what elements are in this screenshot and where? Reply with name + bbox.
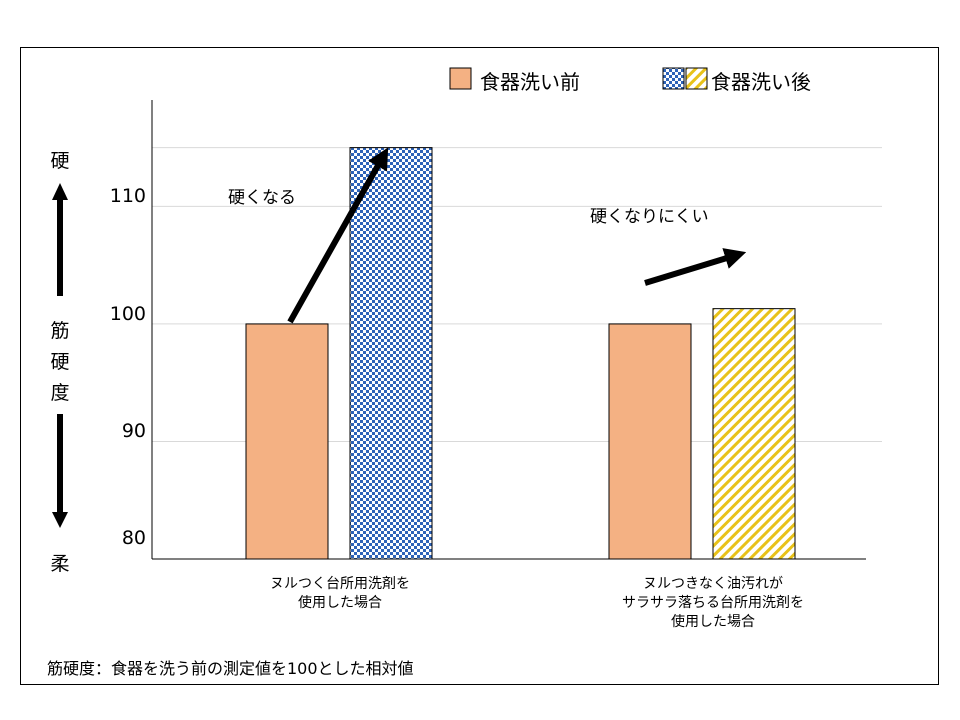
bar-before [608,323,692,560]
bar-after [349,147,433,560]
down-arrow-shaft [57,414,63,514]
legend-swatch-after-stripes [685,67,708,90]
down-arrow-head [52,512,68,528]
y-tick-label: 100 [109,302,146,325]
y-label-top: 硬 [50,150,70,172]
chart-frame [20,47,939,685]
y-tick-label: 80 [121,527,146,549]
y-tick-label: 110 [109,185,146,208]
legend [449,67,708,90]
legend-label-before: 食器洗い前 [480,70,580,94]
legend-swatch-before [449,67,472,90]
legend-swatch-after-checker [662,67,685,90]
footnote: 筋硬度：食器を洗う前の測定値を100とした相対値 [47,659,414,678]
category-label-1: ヌルつく台所用洗剤を 使用した場合 [270,576,410,611]
bar-before [245,323,329,560]
arrow-hardens-less [644,248,747,286]
y-label-arrows [52,183,68,528]
y-tick-label: 90 [121,420,146,443]
y-label-bottom: 柔 [50,553,70,575]
category-label-2: ヌルつきなく油汚れが サラサラ落ちる台所用洗剤を 使用した場合 [622,576,804,630]
legend-label-after: 食器洗い後 [711,70,811,94]
up-arrow-head [52,183,68,200]
y-label-char: 硬 [50,351,70,373]
annotation-hardens: 硬くなる [228,188,296,208]
arrows [287,147,747,324]
up-arrow-shaft [57,198,63,296]
y-label-char: 度 [50,382,70,404]
annotation-hardens-less: 硬くなりにくい [590,207,709,227]
bar-after [712,308,796,560]
bars [245,147,796,560]
y-label-char: 筋 [50,320,70,342]
arrow-hardens [287,147,389,324]
